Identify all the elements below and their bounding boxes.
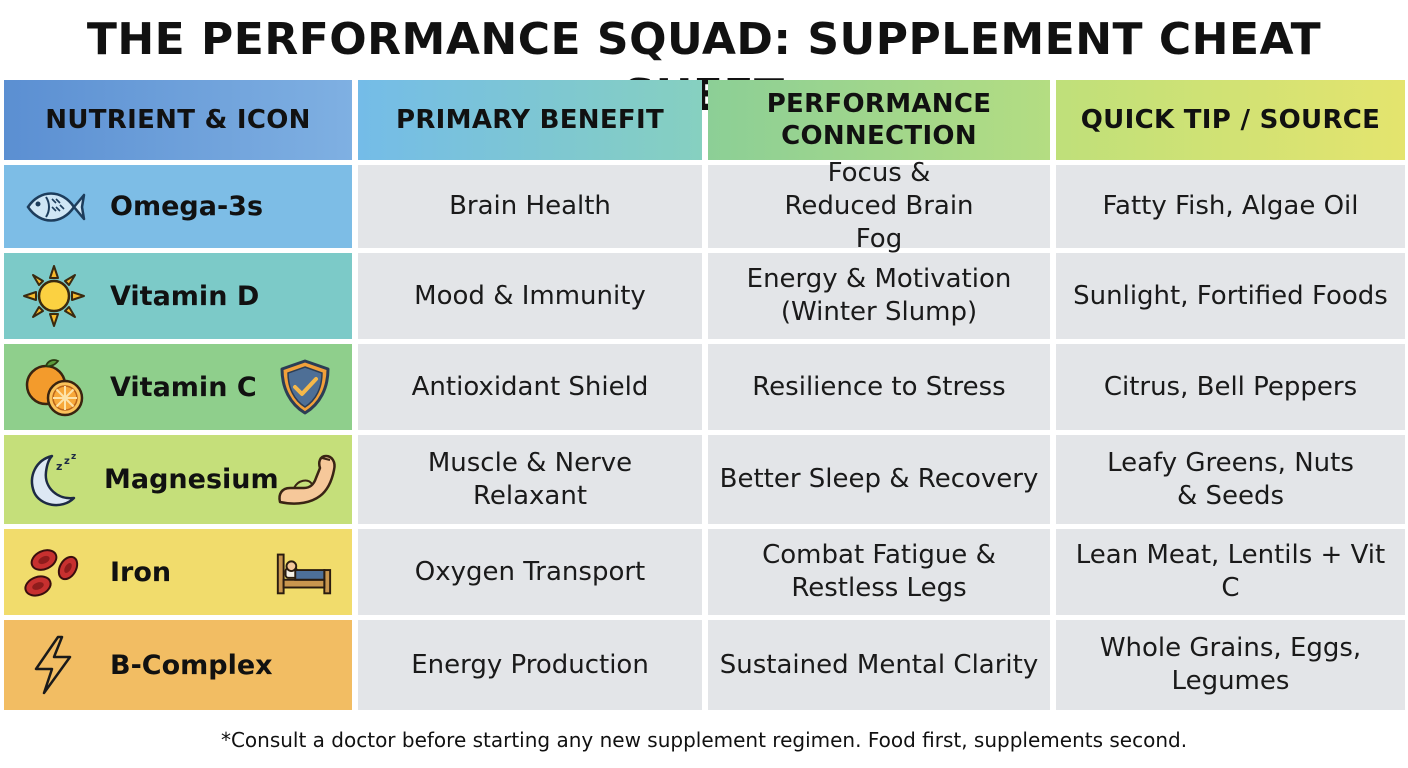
nutrient-label: Vitamin D — [110, 280, 260, 312]
source-cell: Lean Meat, Lentils + Vit C — [1056, 529, 1405, 615]
source-cell: Whole Grains, Eggs, Legumes — [1056, 620, 1405, 710]
lightning-bolt-icon — [34, 635, 72, 695]
sun-icon — [23, 265, 85, 327]
nutrient-cell-vitamin-d: Vitamin D — [4, 253, 352, 339]
disclaimer-footnote: *Consult a doctor before starting any ne… — [220, 728, 1188, 752]
shield-check-icon — [280, 359, 330, 415]
nutrient-cell-b-complex: B-Complex — [4, 620, 352, 710]
svg-text:z: z — [56, 460, 62, 473]
supplement-table: NUTRIENT & ICON PRIMARY BENEFIT PERFORMA… — [4, 80, 1405, 710]
nutrient-cell-omega3: Omega-3s — [4, 165, 352, 248]
source-cell: Sunlight, Fortified Foods — [1056, 253, 1405, 339]
fish-icon — [26, 191, 86, 222]
header-benefit: PRIMARY BENEFIT — [358, 80, 702, 160]
svg-text:z: z — [71, 452, 76, 462]
benefit-cell: Energy Production — [358, 620, 702, 710]
svg-text:z: z — [64, 456, 70, 467]
connection-cell: Better Sleep & Recovery — [708, 435, 1050, 524]
nutrient-label: Vitamin C — [110, 371, 257, 403]
connection-cell: Combat Fatigue & Restless Legs — [708, 529, 1050, 615]
connection-cell: Sustained Mental Clarity — [708, 620, 1050, 710]
source-cell: Leafy Greens, Nuts & Seeds — [1056, 435, 1405, 524]
header-connection: PERFORMANCE CONNECTION — [708, 80, 1050, 160]
nutrient-cell-iron: Iron — [4, 529, 352, 615]
bed-icon — [276, 553, 332, 595]
nutrient-cell-vitamin-c: Vitamin C — [4, 344, 352, 430]
header-source: QUICK TIP / SOURCE — [1056, 80, 1405, 160]
benefit-cell: Oxygen Transport — [358, 529, 702, 615]
nutrient-label: Magnesium — [104, 464, 279, 495]
header-nutrient: NUTRIENT & ICON — [4, 80, 352, 160]
connection-cell: Energy & Motivation (Winter Slump) — [708, 253, 1050, 339]
nutrient-cell-magnesium: z z z Magnesium — [4, 435, 352, 524]
source-cell: Fatty Fish, Algae Oil — [1056, 165, 1405, 248]
source-cell: Citrus, Bell Peppers — [1056, 344, 1405, 430]
red-blood-cells-icon — [24, 549, 79, 597]
moon-sleep-icon: z z z — [30, 452, 76, 506]
nutrient-label: Iron — [110, 556, 172, 588]
nutrient-label: B-Complex — [110, 649, 273, 681]
benefit-cell: Brain Health — [358, 165, 702, 248]
connection-cell: Focus & Reduced Brain Fog — [708, 158, 1050, 254]
benefit-cell: Mood & Immunity — [358, 253, 702, 339]
nutrient-label: Omega-3s — [110, 191, 264, 222]
connection-cell: Resilience to Stress — [708, 344, 1050, 430]
benefit-cell: Antioxidant Shield — [358, 344, 702, 430]
benefit-cell: Muscle & Nerve Relaxant — [358, 435, 702, 524]
flexed-arm-icon — [278, 454, 336, 505]
orange-icon — [25, 359, 84, 417]
